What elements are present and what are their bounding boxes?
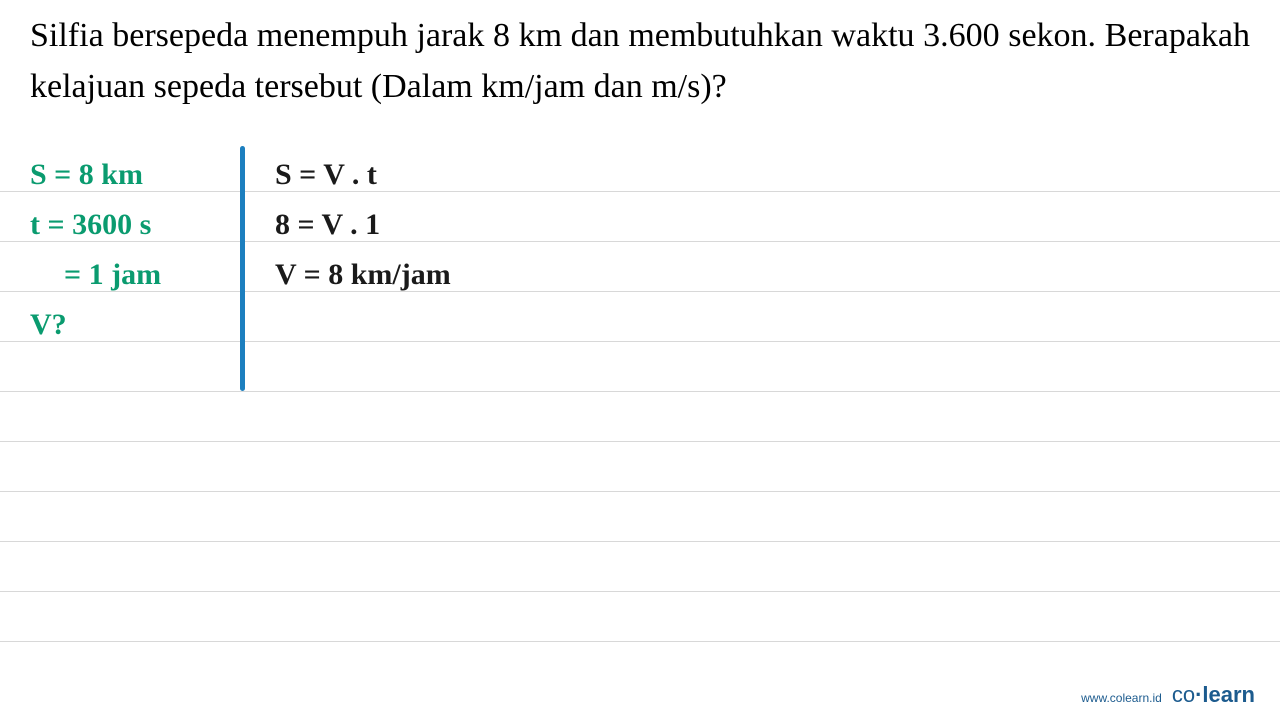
- ruled-line: [0, 442, 1280, 492]
- question-area: Silfia bersepeda menempuh jarak 8 km dan…: [0, 0, 1280, 132]
- handwriting-layer: S = 8 km t = 3600 s = 1 jam V? S = V . t…: [30, 142, 1250, 391]
- formula-line: S = V . t: [275, 150, 451, 200]
- footer-logo: co·learn: [1172, 682, 1255, 708]
- work-area: S = 8 km t = 3600 s = 1 jam V? S = V . t…: [0, 142, 1280, 391]
- given-time-seconds: t = 3600 s: [30, 200, 240, 250]
- result-line: V = 8 km/jam: [275, 250, 451, 300]
- footer-url: www.colearn.id: [1081, 691, 1162, 705]
- given-values-column: S = 8 km t = 3600 s = 1 jam V?: [30, 142, 240, 350]
- logo-part1: co: [1172, 682, 1195, 707]
- solution-column: S = V . t 8 = V . 1 V = 8 km/jam: [245, 142, 451, 300]
- ruled-line: [0, 492, 1280, 542]
- substitution-line: 8 = V . 1: [275, 200, 451, 250]
- ruled-line: [0, 542, 1280, 592]
- unknown-velocity: V?: [30, 300, 240, 350]
- given-time-hours: = 1 jam: [30, 250, 240, 300]
- ruled-line: [0, 392, 1280, 442]
- ruled-line: [0, 592, 1280, 642]
- footer: www.colearn.id co·learn: [1081, 682, 1255, 708]
- given-distance: S = 8 km: [30, 150, 240, 200]
- logo-part2: learn: [1202, 682, 1255, 707]
- question-text: Silfia bersepeda menempuh jarak 8 km dan…: [30, 10, 1250, 112]
